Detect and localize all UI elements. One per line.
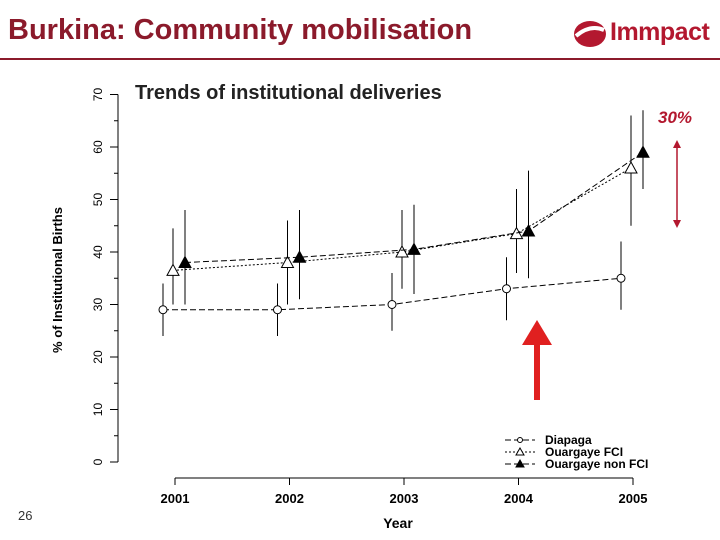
legend-marker-triangle-filled [515, 458, 525, 468]
data-point-triangle-open [395, 244, 409, 258]
range-arrow-bottom [673, 220, 681, 228]
data-point-triangle-open [280, 255, 295, 268]
legend-label: Ouargaye FCI [545, 445, 623, 459]
y-tick-label: 60 [91, 140, 105, 154]
arrow-head [522, 320, 552, 345]
data-point-triangle-filled [178, 255, 192, 268]
legend-marker-triangle-open [515, 446, 525, 456]
logo-text: Immpact [610, 18, 710, 46]
data-point-triangle-open [624, 160, 638, 174]
data-point-triangle-filled [636, 145, 650, 158]
immpact-logo: Immpact [570, 14, 710, 54]
x-tick-label: 2001 [161, 491, 190, 506]
data-point-circle [616, 273, 626, 283]
legend-marker-circle [517, 437, 523, 443]
data-point-triangle-filled [407, 242, 421, 255]
x-tick-label: 2005 [619, 491, 648, 506]
data-point-triangle-filled [292, 250, 307, 263]
data-point-circle [502, 284, 511, 294]
slide-title: Burkina: Community mobilisation [8, 14, 473, 46]
data-point-circle [158, 305, 168, 315]
y-tick-label: 40 [91, 245, 105, 259]
range-arrow-top [673, 140, 681, 148]
y-tick-label: 0 [91, 458, 105, 465]
page-number: 26 [18, 508, 33, 523]
logo-mark-icon [574, 21, 606, 47]
title-divider [0, 58, 720, 60]
arrow-shaft [534, 345, 540, 400]
x-tick-label: 2003 [390, 491, 419, 506]
y-tick-label: 50 [91, 193, 105, 207]
y-tick-label: 70 [91, 88, 105, 102]
legend-label: Diapaga [545, 433, 592, 447]
data-point-triangle-filled [521, 223, 536, 237]
y-axis-label: % of Institutional Births [50, 207, 65, 353]
legend-label: Ouargaye non FCI [545, 457, 648, 471]
x-tick-label: 2004 [504, 491, 534, 506]
x-tick-label: 2002 [275, 491, 304, 506]
percent-annotation: 30% [658, 108, 693, 127]
y-tick-label: 20 [91, 350, 105, 364]
y-tick-label: 10 [91, 403, 105, 417]
x-axis-label: Year [383, 515, 413, 531]
data-point-circle [387, 300, 397, 309]
data-point-circle [273, 305, 282, 315]
y-tick-label: 30 [91, 298, 105, 312]
chart-title: Trends of institutional deliveries [135, 82, 442, 104]
data-point-triangle-open [166, 263, 180, 276]
